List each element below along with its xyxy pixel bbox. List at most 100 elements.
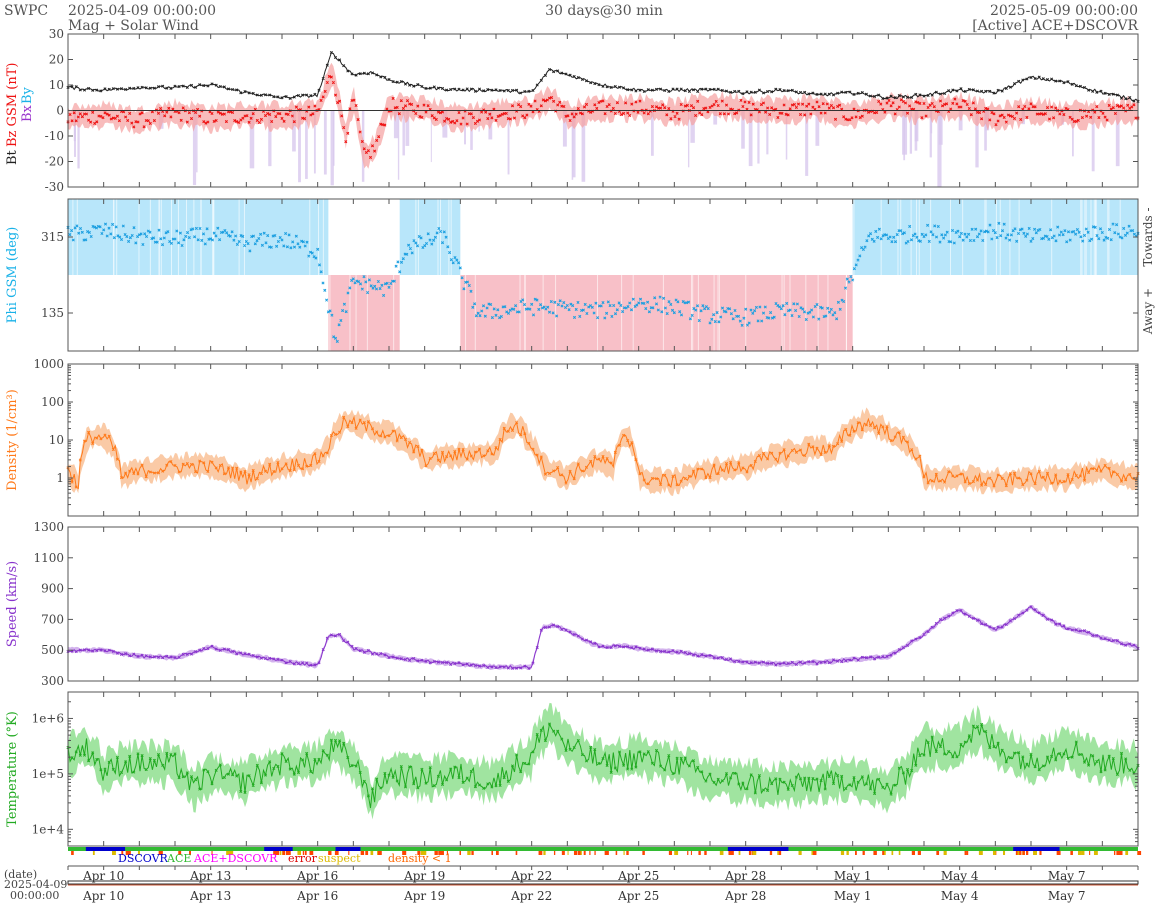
y-tick-label: 1e+6 <box>32 711 64 725</box>
flag-marker <box>594 851 596 855</box>
flag-marker <box>1081 851 1085 855</box>
sector-gap <box>193 199 195 351</box>
bx-marker <box>405 110 410 146</box>
flag-marker <box>1019 851 1022 855</box>
bx-marker <box>73 110 77 157</box>
source-bar <box>68 845 1142 855</box>
flag-marker <box>873 851 877 855</box>
sector-gap <box>632 199 634 351</box>
flag-marker <box>704 851 707 855</box>
bx-marker <box>748 110 753 167</box>
flag-marker <box>211 851 213 855</box>
flag-marker <box>304 851 307 855</box>
sector-away <box>460 275 853 351</box>
date-tick-label: Apr 19 <box>403 889 445 903</box>
flag-marker <box>1077 851 1082 855</box>
flag-marker <box>282 851 286 855</box>
sector-gap <box>519 199 521 351</box>
towards-label: Towards - <box>1141 207 1155 266</box>
flag-marker <box>1003 851 1006 855</box>
speed-panel: 300 500 700 900 1100 1300 Speed (km/s) <box>5 520 1140 688</box>
bx-marker <box>766 110 769 155</box>
flag-marker <box>674 851 677 855</box>
flag-marker <box>738 851 741 855</box>
bx-marker <box>313 110 316 174</box>
sector-gap <box>309 199 311 351</box>
flag-marker <box>1125 851 1129 855</box>
sector-gap <box>349 199 351 351</box>
flag-marker <box>731 851 734 855</box>
flag-marker <box>189 851 191 855</box>
date-tick-label: May 1 <box>834 889 872 903</box>
sector-gap <box>985 199 987 351</box>
flag-marker <box>561 851 563 855</box>
flag-marker <box>978 851 983 855</box>
flag-marker <box>882 851 885 855</box>
sector-gap <box>450 199 452 351</box>
flag-marker <box>1118 851 1122 855</box>
sector-gap <box>789 199 791 351</box>
density-panel: 1 10 100 1000 Density (1/cm³) <box>5 357 1140 517</box>
flag-marker <box>589 851 591 855</box>
date-tick-label: Apr 19 <box>403 869 445 883</box>
sector-gap <box>186 199 188 351</box>
y-tick-label: 700 <box>41 612 64 626</box>
flag-marker <box>1039 851 1042 855</box>
y-tick-label: 135 <box>41 306 64 320</box>
flag-marker <box>491 851 494 855</box>
sector-gap <box>781 199 783 351</box>
sector-gap <box>827 199 829 351</box>
y-tick-label: -30 <box>45 180 64 194</box>
y-tick-label: 1000 <box>33 357 64 371</box>
flag-marker <box>467 851 470 855</box>
bx-marker <box>984 110 987 151</box>
sector-gap <box>1093 199 1095 351</box>
flag-marker <box>328 851 332 855</box>
bx-marker <box>741 110 745 149</box>
legend-item: density < 1 <box>388 852 452 865</box>
flag-marker <box>777 851 780 855</box>
sector-gap <box>817 199 819 351</box>
away-label: Away + <box>1141 288 1155 335</box>
resolution-label: 30 days@30 min <box>545 3 663 19</box>
sector-gap <box>910 199 912 351</box>
sector-gap <box>171 199 173 351</box>
source-label: [Active] ACE+DSCOVR <box>972 18 1138 34</box>
flag-marker <box>1137 851 1142 855</box>
sector-gap <box>113 199 115 351</box>
flag-marker <box>137 851 140 855</box>
sector-gap <box>918 199 920 351</box>
org-label: SWPC <box>4 3 48 19</box>
y-tick-label: 900 <box>41 582 64 596</box>
flag-marker <box>604 851 607 855</box>
speed-ylabel: Speed (km/s) <box>5 561 20 647</box>
end-time: 2025-05-09 00:00:00 <box>990 3 1138 19</box>
source-segment-dscovr <box>1013 847 1060 851</box>
sector-gap <box>524 199 526 351</box>
by-label: By <box>20 86 35 104</box>
bx-marker <box>571 110 574 180</box>
flag-marker <box>377 851 382 855</box>
sector-gap <box>439 199 441 351</box>
sector-gap <box>880 199 882 351</box>
sector-gap <box>1051 199 1053 351</box>
bx-marker <box>572 110 576 178</box>
flag-marker <box>92 851 95 855</box>
flag-marker <box>911 851 916 855</box>
flag-marker <box>230 851 234 855</box>
date-tick-label: Apr 13 <box>189 869 231 883</box>
flag-marker <box>370 851 374 855</box>
flag-marker <box>719 851 724 855</box>
flag-marker <box>417 851 421 855</box>
sector-away <box>328 275 400 351</box>
legend-item: DSCOVR <box>118 852 169 865</box>
flag-marker <box>440 851 444 855</box>
flag-marker <box>668 851 673 855</box>
date-tick-label: Apr 28 <box>724 869 766 883</box>
y-tick-label: 100 <box>41 395 64 409</box>
bx-marker <box>975 110 979 168</box>
flag-marker <box>297 851 301 855</box>
flag-marker <box>112 851 116 855</box>
flag-marker <box>553 851 556 855</box>
date-axis-start-date: 2025-04-09 <box>4 878 67 891</box>
